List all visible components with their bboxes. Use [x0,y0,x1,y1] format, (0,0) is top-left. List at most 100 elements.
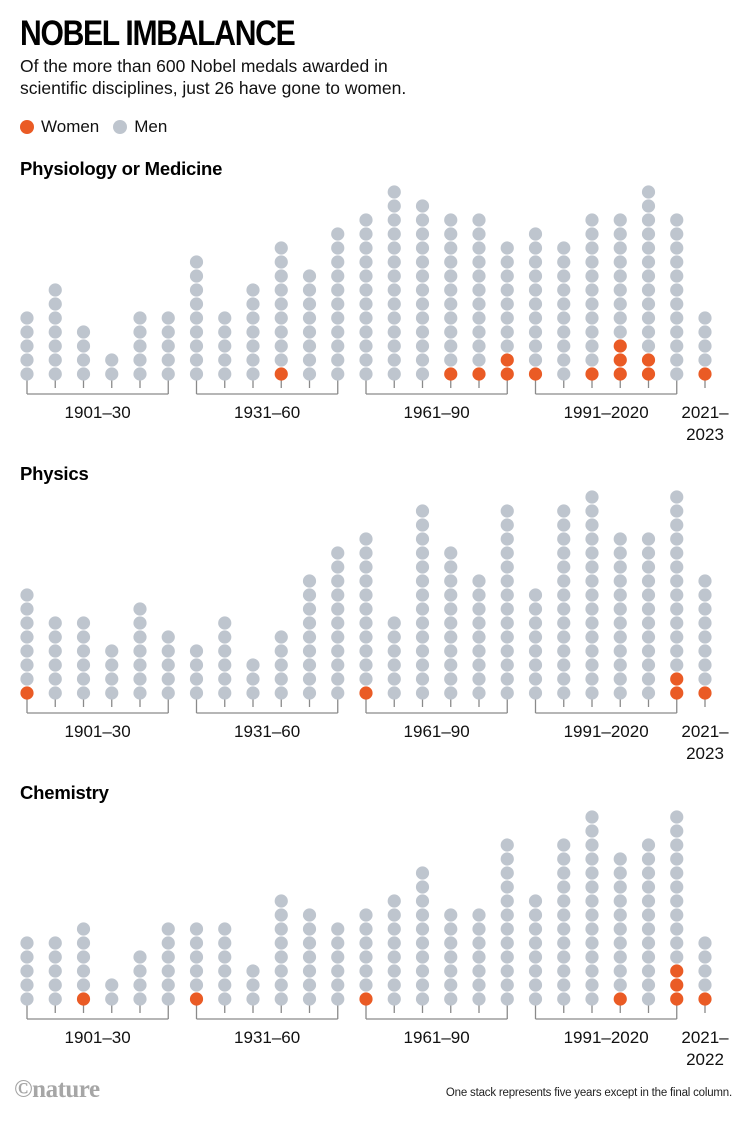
men-dot [415,936,430,950]
group-label-line: 1931–60 [234,1028,300,1047]
men-dot [218,950,232,964]
men-dot [189,978,204,992]
men-dot [557,992,571,1006]
stack-column [302,574,317,700]
men-dot [387,950,401,964]
group-label-line: 1931–60 [234,722,300,741]
men-dot [133,367,147,381]
men-dot [585,504,599,518]
men-dot [670,546,684,560]
group-2: 1961–90 [365,374,508,422]
stack-column [246,283,260,381]
men-dot [331,672,345,686]
stack-column [500,838,514,1006]
men-dot [670,922,684,936]
stack-column [20,936,34,1006]
women-dot [20,686,34,700]
men-dot [48,339,62,353]
women-dot [76,992,91,1006]
men-dot [133,964,147,978]
men-dot [161,353,175,367]
men-dot [613,880,627,894]
men-dot [246,978,260,992]
men-dot [415,922,430,936]
men-dot [189,325,204,339]
stack-column [218,616,232,700]
men-dot [641,227,656,241]
men-dot [161,325,175,339]
men-dot [218,686,232,700]
men-dot [246,339,260,353]
men-dot [76,367,91,381]
group-label-line: 1931–60 [234,403,300,422]
men-dot [105,992,119,1006]
chart-title-physiology: Physiology or Medicine [20,158,223,179]
men-dot [133,686,147,700]
stack-column [698,311,712,381]
men-dot [472,255,486,269]
men-dot [387,908,401,922]
men-dot [472,269,486,283]
men-dot [359,546,373,560]
men-dot [528,964,543,978]
men-dot [387,894,401,908]
group-1: 1931–60 [195,693,339,741]
men-dot [444,588,458,602]
men-dot [133,325,147,339]
women-dot [500,353,514,367]
men-dot [557,283,571,297]
group-0: 1901–30 [26,693,169,741]
group-label: 1931–60 [234,403,300,422]
men-dot [161,922,175,936]
men-dot [415,658,430,672]
men-dot [444,546,458,560]
men-dot [359,922,373,936]
men-dot [641,311,656,325]
stack-column [161,311,175,381]
women-dot [613,339,627,353]
men-dot [302,978,317,992]
men-dot [415,894,430,908]
men-dot [189,367,204,381]
men-dot [613,894,627,908]
men-dot [387,978,401,992]
men-dot [613,866,627,880]
men-dot [698,672,712,686]
men-dot [444,339,458,353]
men-dot [641,213,656,227]
stack-column [670,213,684,381]
men-dot [415,546,430,560]
men-dot [331,255,345,269]
men-dot [274,297,288,311]
men-dot [585,964,599,978]
men-dot [133,339,147,353]
men-dot [472,616,486,630]
men-dot [218,922,232,936]
men-dot [218,367,232,381]
men-dot [585,852,599,866]
men-dot [472,978,486,992]
men-dot [472,644,486,658]
men-dot [670,283,684,297]
men-dot [528,616,543,630]
stack-column [641,838,656,1006]
men-dot [415,532,430,546]
men-dot [641,560,656,574]
men-dot [302,574,317,588]
men-dot [331,658,345,672]
men-dot [698,964,712,978]
women-dot [670,992,684,1006]
men-dot [48,672,62,686]
stack-column [331,546,345,700]
men-dot [359,311,373,325]
men-dot [472,297,486,311]
stack-column [698,936,712,1006]
men-dot [670,518,684,532]
stack-column [528,894,543,1006]
men-dot [444,283,458,297]
men-dot [444,574,458,588]
men-dot [415,283,430,297]
men-dot [557,950,571,964]
men-dot [189,672,204,686]
men-dot [48,311,62,325]
